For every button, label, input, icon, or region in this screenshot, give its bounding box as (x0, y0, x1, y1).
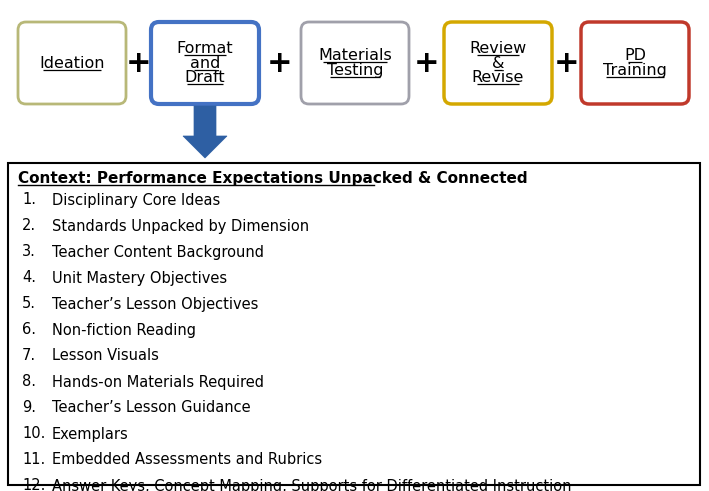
Text: &: & (492, 55, 504, 71)
Text: Answer Keys, Concept Mapping, Supports for Differentiated Instruction: Answer Keys, Concept Mapping, Supports f… (52, 479, 571, 491)
Text: Teacher’s Lesson Objectives: Teacher’s Lesson Objectives (52, 297, 258, 311)
Polygon shape (183, 106, 227, 158)
Text: Disciplinary Core Ideas: Disciplinary Core Ideas (52, 192, 220, 208)
Text: 1.: 1. (22, 192, 36, 208)
Text: and: and (190, 55, 220, 71)
Text: PD: PD (624, 48, 646, 63)
Text: 7.: 7. (22, 349, 36, 363)
Text: Exemplars: Exemplars (52, 427, 129, 441)
Text: Revise: Revise (471, 70, 524, 85)
Text: 5.: 5. (22, 297, 36, 311)
Text: +: + (125, 49, 151, 78)
Text: Context: Performance Expectations Unpacked & Connected: Context: Performance Expectations Unpack… (18, 171, 527, 187)
Text: Teacher Content Background: Teacher Content Background (52, 245, 264, 260)
Text: 8.: 8. (22, 375, 36, 389)
Text: 4.: 4. (22, 271, 36, 285)
Text: Ideation: Ideation (39, 55, 105, 71)
FancyBboxPatch shape (581, 22, 689, 104)
Text: 9.: 9. (22, 401, 36, 415)
Text: 3.: 3. (22, 245, 36, 260)
Text: 11.: 11. (22, 453, 45, 467)
Text: Teacher’s Lesson Guidance: Teacher’s Lesson Guidance (52, 401, 250, 415)
Text: Draft: Draft (184, 70, 225, 85)
Text: Standards Unpacked by Dimension: Standards Unpacked by Dimension (52, 218, 309, 234)
Bar (8, 163, 700, 485)
Text: Hands-on Materials Required: Hands-on Materials Required (52, 375, 264, 389)
Text: Review: Review (469, 41, 527, 56)
Text: Format: Format (177, 41, 233, 56)
Text: Training: Training (603, 63, 667, 78)
Text: Lesson Visuals: Lesson Visuals (52, 349, 159, 363)
Text: 10.: 10. (22, 427, 45, 441)
Text: +: + (554, 49, 579, 78)
Text: +: + (267, 49, 293, 78)
Text: Non-fiction Reading: Non-fiction Reading (52, 323, 196, 337)
Text: Testing: Testing (327, 63, 384, 78)
Text: 6.: 6. (22, 323, 36, 337)
FancyBboxPatch shape (444, 22, 552, 104)
Text: Unit Mastery Objectives: Unit Mastery Objectives (52, 271, 227, 285)
FancyBboxPatch shape (151, 22, 259, 104)
Text: +: + (413, 49, 440, 78)
Text: Embedded Assessments and Rubrics: Embedded Assessments and Rubrics (52, 453, 322, 467)
FancyBboxPatch shape (18, 22, 126, 104)
Text: Materials: Materials (318, 48, 392, 63)
Text: 12.: 12. (22, 479, 45, 491)
FancyBboxPatch shape (301, 22, 409, 104)
Text: 2.: 2. (22, 218, 36, 234)
